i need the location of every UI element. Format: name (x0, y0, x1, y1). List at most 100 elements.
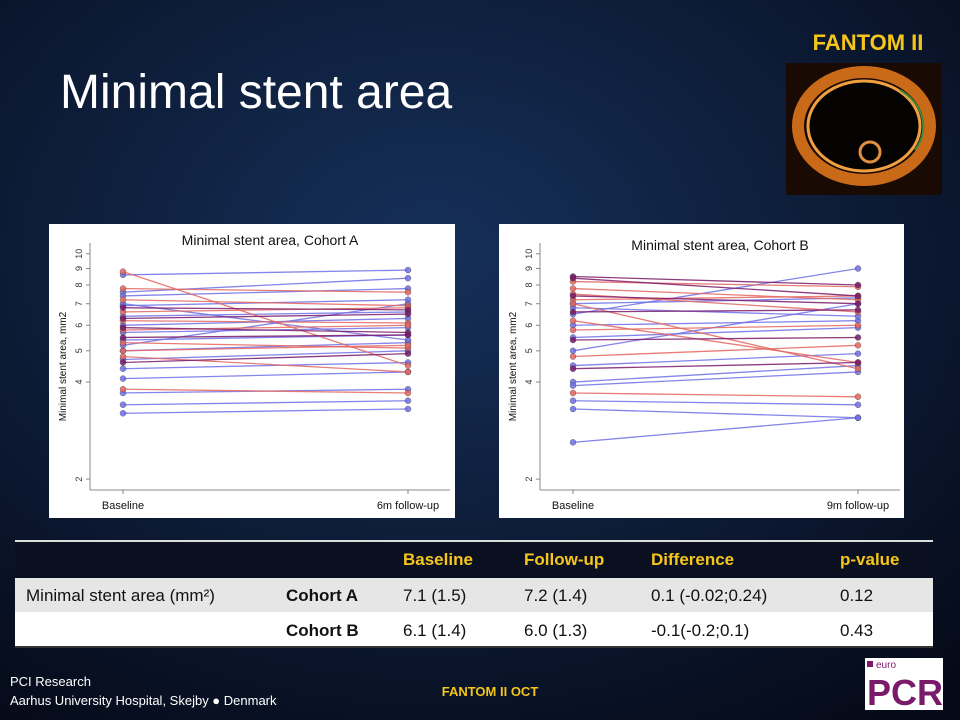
data-point (569, 382, 577, 389)
y-tick-label: 2 (524, 477, 534, 482)
patient-line (572, 277, 859, 297)
data-point (854, 300, 862, 307)
cell: 6.0 (1.3) (524, 621, 587, 640)
cohort: Cohort A (286, 586, 358, 605)
cell: 7.2 (1.4) (524, 586, 587, 605)
data-point (854, 342, 862, 349)
data-point (569, 365, 577, 372)
data-point (569, 405, 577, 413)
data-point (119, 315, 127, 322)
slide-title: Minimal stent area (60, 66, 452, 119)
patient-line (572, 408, 859, 419)
patient-line (122, 400, 409, 406)
data-point (854, 306, 862, 314)
data-point (404, 362, 412, 369)
patient-line (122, 344, 409, 352)
data-point (854, 350, 862, 357)
data-point (854, 359, 862, 366)
y-tick-label: 7 (74, 301, 84, 306)
data-point (119, 359, 127, 366)
data-point (119, 334, 127, 341)
patient-line (122, 287, 409, 297)
patient-line (572, 320, 859, 364)
y-tick-label: 8 (74, 283, 84, 288)
data-point (404, 331, 412, 339)
patient-line (572, 392, 859, 398)
patient-line (572, 344, 859, 358)
patient-line (572, 309, 859, 313)
patient-line (122, 350, 409, 361)
cell: 0.12 (840, 586, 873, 605)
y-tick-label: 9 (524, 266, 534, 271)
data-point (854, 393, 862, 400)
data-point (569, 274, 577, 282)
data-point (854, 292, 862, 300)
patient-line (122, 371, 409, 380)
data-point (119, 324, 127, 331)
patient-line (122, 408, 409, 414)
cell: 7.1 (1.5) (403, 586, 466, 605)
patient-line (572, 364, 859, 383)
data-point (404, 288, 412, 296)
y-tick-label: 6 (524, 323, 534, 328)
patient-line (572, 371, 859, 387)
patient-line (572, 417, 859, 444)
y-tick-label: 4 (74, 380, 84, 385)
data-point (569, 300, 577, 307)
data-point (854, 265, 862, 272)
patient-line (572, 320, 859, 326)
data-point (569, 439, 577, 446)
data-point (119, 296, 127, 303)
y-axis-label: Minimal stent area, mm2 (58, 311, 69, 421)
patient-line (572, 324, 859, 331)
logo-big: PCR (867, 672, 943, 713)
badge: FANTOM II (813, 30, 924, 55)
data-point (404, 322, 412, 329)
cohort: Cohort B (286, 621, 359, 640)
logo-small: euro (876, 660, 896, 671)
data-point (854, 281, 862, 289)
data-point (119, 268, 127, 275)
patient-line (572, 400, 859, 406)
x-tick-label: Baseline (552, 500, 594, 512)
data-point (404, 368, 412, 376)
data-point (119, 401, 127, 409)
data-point (854, 365, 862, 372)
logo: euro PCR (865, 658, 943, 713)
data-point (404, 342, 412, 349)
data-point (569, 397, 577, 404)
patient-line (572, 303, 859, 370)
row-label: Minimal stent area (mm²) (26, 586, 215, 605)
data-point (854, 322, 862, 329)
x-tick-label: 9m follow-up (827, 500, 889, 512)
data-point (569, 389, 577, 397)
data-point (854, 401, 862, 409)
patient-line (122, 326, 409, 334)
patient-line (122, 299, 409, 307)
patient-line (122, 307, 409, 311)
data-point (404, 389, 412, 397)
chart-title: Minimal stent area, Cohort A (182, 232, 359, 248)
data-point (404, 350, 412, 357)
data-point (854, 334, 862, 341)
patient-line (572, 295, 859, 305)
data-point (569, 336, 577, 344)
patient-line (122, 324, 409, 331)
patient-line (122, 313, 409, 320)
data-point (854, 414, 862, 421)
col-header: Difference (651, 550, 734, 569)
footer-org: PCI Research (10, 674, 91, 689)
patient-line (122, 303, 409, 346)
col-header: Baseline (403, 550, 473, 569)
x-tick-label: 6m follow-up (377, 500, 439, 512)
y-tick-label: 9 (74, 266, 84, 271)
patient-line (572, 275, 859, 286)
patient-line (122, 355, 409, 373)
data-point (569, 308, 577, 316)
y-tick-label: 7 (524, 301, 534, 306)
data-point (404, 274, 412, 282)
patient-line (572, 297, 859, 305)
patient-line (122, 277, 409, 293)
cell: 0.1 (-0.02;0.24) (651, 586, 767, 605)
patient-line (122, 287, 409, 293)
